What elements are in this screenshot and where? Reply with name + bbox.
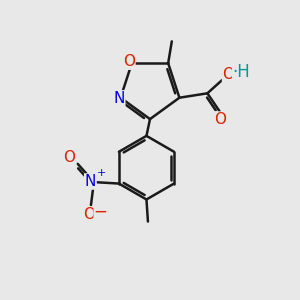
Text: O: O bbox=[64, 150, 76, 165]
Text: +: + bbox=[97, 168, 106, 178]
Text: −: − bbox=[93, 202, 107, 220]
Text: O: O bbox=[83, 207, 95, 222]
Text: O: O bbox=[123, 54, 135, 69]
Text: N: N bbox=[113, 91, 125, 106]
Text: ·H: ·H bbox=[232, 63, 250, 81]
Text: O: O bbox=[214, 112, 226, 127]
Text: O: O bbox=[223, 67, 235, 82]
Text: N: N bbox=[85, 174, 96, 189]
